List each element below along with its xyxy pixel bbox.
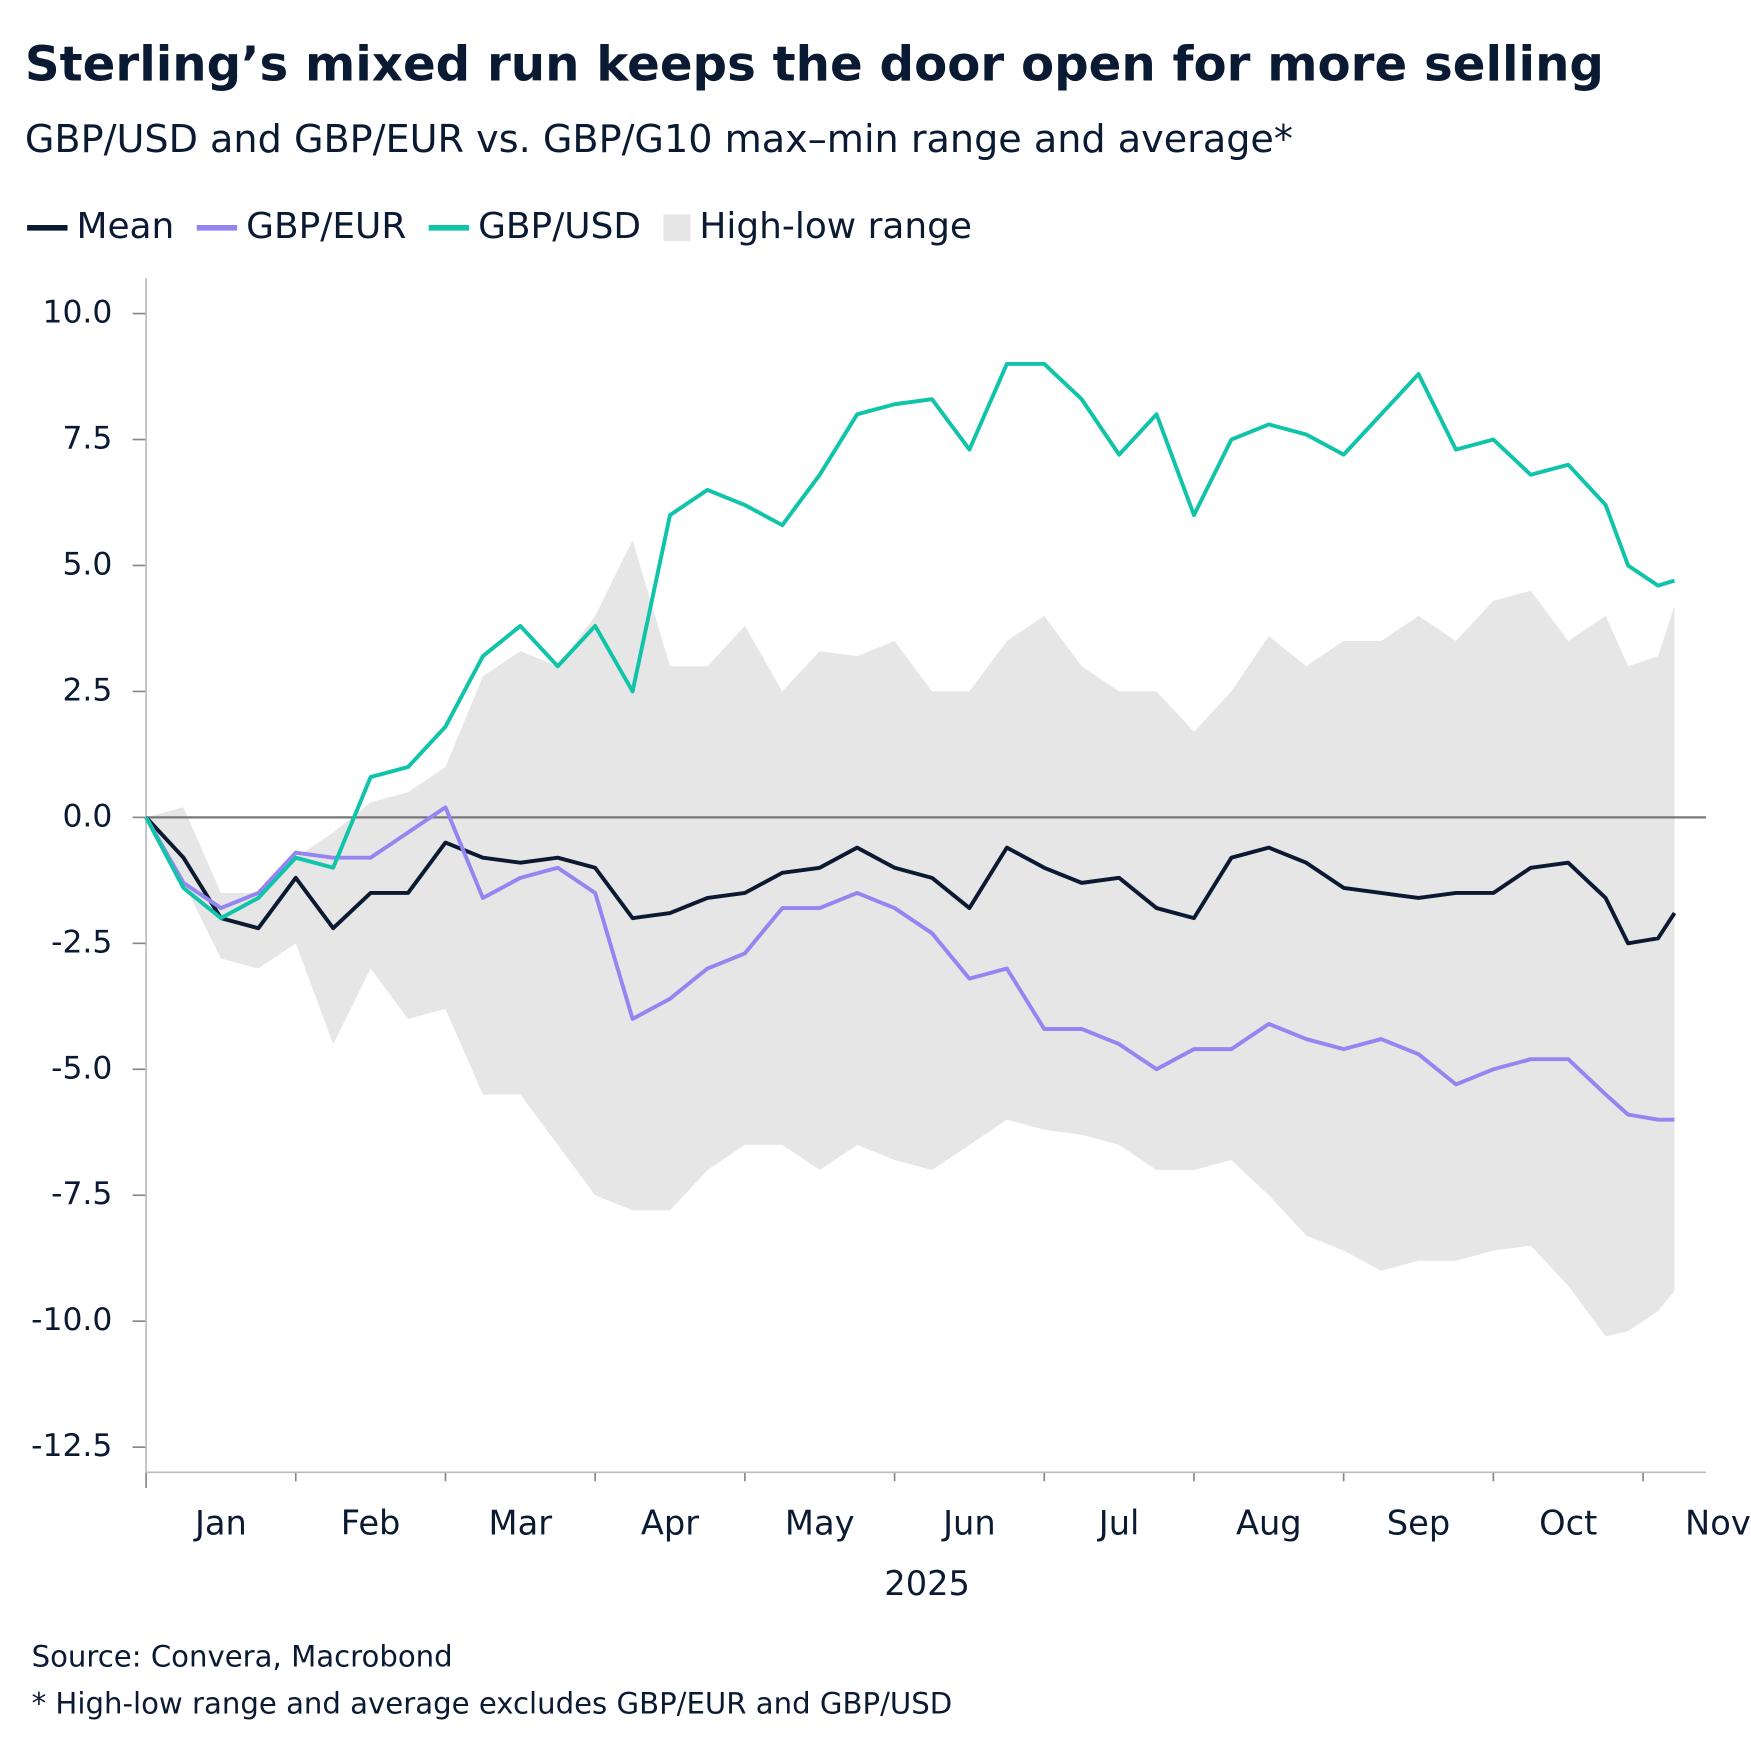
series-line bbox=[144, 361, 1676, 921]
y-tick-label: 2.5 bbox=[62, 672, 112, 708]
legend-label: GBP/USD bbox=[478, 206, 641, 247]
x-tick-label: Feb bbox=[341, 1504, 401, 1543]
x-tick-label: Sep bbox=[1387, 1504, 1450, 1543]
series-line bbox=[144, 816, 1677, 946]
y-tick-label: 10.0 bbox=[42, 295, 112, 331]
legend-label: Mean bbox=[76, 206, 174, 247]
chart-subtitle: GBP/USD and GBP/EUR vs. GBP/G10 max–min … bbox=[25, 117, 1293, 161]
x-tick-label: May bbox=[785, 1504, 855, 1543]
plot-area: 10.0 7.5 5.0 2.5 0.0 -2.5 -5.0 -7.5 -10.0 -12.5 Ja… bbox=[31, 278, 1751, 1543]
legend-label: GBP/EUR bbox=[246, 206, 406, 247]
source-note: Source: Convera, Macrobond bbox=[32, 1640, 453, 1674]
y-tick-label: 7.5 bbox=[62, 421, 112, 457]
legend-swatch bbox=[663, 214, 691, 242]
y-tick-label: -12.5 bbox=[31, 1428, 112, 1464]
chart-title: Sterling’s mixed run keeps the door open… bbox=[25, 36, 1604, 92]
range-band bbox=[146, 540, 1675, 1337]
x-tick-label: Mar bbox=[489, 1504, 553, 1543]
y-tick-label: -10.0 bbox=[31, 1302, 112, 1338]
y-tick-label: -7.5 bbox=[51, 1176, 112, 1212]
x-tick-label: Jul bbox=[1097, 1504, 1140, 1543]
footnote: * High-low range and average excludes GB… bbox=[32, 1687, 953, 1721]
legend: Mean GBP/EUR GBP/USD High-low range bbox=[27, 206, 972, 247]
y-tick-label: 0.0 bbox=[62, 798, 112, 834]
x-tick-label: Aug bbox=[1236, 1504, 1302, 1543]
x-tick-label: Jan bbox=[193, 1504, 247, 1543]
y-tick-label: 5.0 bbox=[62, 546, 112, 582]
y-tick-label: -2.5 bbox=[51, 924, 112, 960]
y-tick-label: -5.0 bbox=[51, 1050, 112, 1086]
x-tick-label: Apr bbox=[641, 1504, 699, 1543]
x-axis-label: 2025 bbox=[884, 1564, 970, 1603]
x-tick-label: Oct bbox=[1539, 1504, 1597, 1543]
legend-label: High-low range bbox=[699, 206, 972, 247]
series-line bbox=[144, 805, 1675, 1122]
x-tick-label: Jun bbox=[941, 1504, 996, 1543]
x-tick-label: Nov bbox=[1685, 1504, 1751, 1543]
